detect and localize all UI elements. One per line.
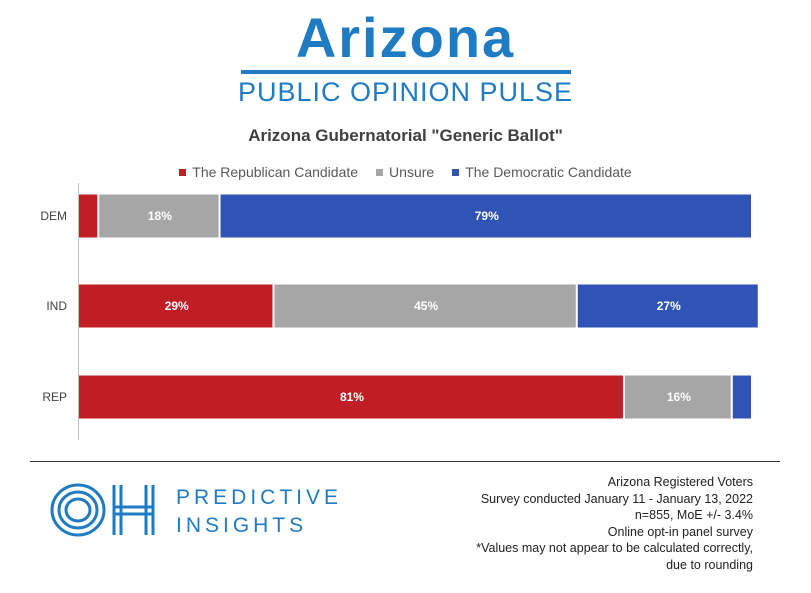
bar-ind-democratic [577,284,758,328]
logo-wordmark: PREDICTIVE INSIGHTS [176,484,342,540]
oh-logo-icon [50,483,155,537]
legend-swatch-democratic [452,168,460,176]
legend-label-democratic: The Democratic Candidate [465,164,632,180]
legend-item-democratic: The Democratic Candidate [452,164,632,180]
data-label-ind-democratic: 27% [657,299,681,313]
legend-swatch-unsure [376,168,384,176]
category-label-dem: DEM [40,209,67,223]
survey-notes: Arizona Registered Voters Survey conduct… [476,474,753,573]
brand-rule [240,70,571,74]
bar-dem-democratic [220,194,752,238]
brand-title: Arizona [295,6,516,69]
legend-swatch-republican [179,168,187,176]
data-label-dem-unsure: 18% [148,209,172,223]
predictive-insights-logo: PREDICTIVE INSIGHTS [48,478,378,548]
stacked-bar-chart: DEM 18% 79% IND 29% 45% 27% REP 81% 16% [40,183,758,440]
category-label-ind: IND [46,299,67,313]
category-label-rep: REP [42,390,67,404]
bar-rep-unsure [624,375,731,419]
logo-line-2: INSIGHTS [176,514,308,537]
note-line: Online opt-in panel survey [607,524,753,539]
legend-label-unsure: Unsure [389,164,435,180]
data-label-rep-unsure: 16% [667,390,691,404]
note-line: *Values may not appear to be calculated … [476,541,753,555]
note-line: Arizona Registered Voters [607,475,753,489]
brand-header: Arizona PUBLIC OPINION PULSE [0,6,811,108]
bar-rep-democratic [732,375,751,419]
data-label-rep-republican: 81% [340,390,364,404]
legend-item-unsure: Unsure [376,164,434,180]
data-label-ind-republican: 29% [165,299,189,313]
bar-ind-republican [79,284,273,328]
bar-rep-republican [79,375,623,419]
note-line: due to rounding [666,557,753,572]
note-line: n=855, MoE +/- 3.4% [634,508,753,522]
data-label-ind-unsure: 45% [414,299,438,313]
logo-line-1: PREDICTIVE [176,486,343,509]
footer-divider [30,461,780,462]
brand-subtitle: PUBLIC OPINION PULSE [237,77,574,107]
chart-title: Arizona Gubernatorial "Generic Ballot" [248,126,563,145]
legend-item-republican: The Republican Candidate [179,164,358,180]
data-label-dem-democratic: 79% [475,209,499,223]
bar-dem-unsure [99,194,219,238]
note-line: Survey conducted January 11 - January 13… [480,491,753,506]
legend-label-republican: The Republican Candidate [192,164,359,180]
chart-legend: The Republican Candidate Unsure The Demo… [0,164,811,180]
bar-dem-republican [79,194,98,238]
bar-ind-unsure [274,284,576,328]
